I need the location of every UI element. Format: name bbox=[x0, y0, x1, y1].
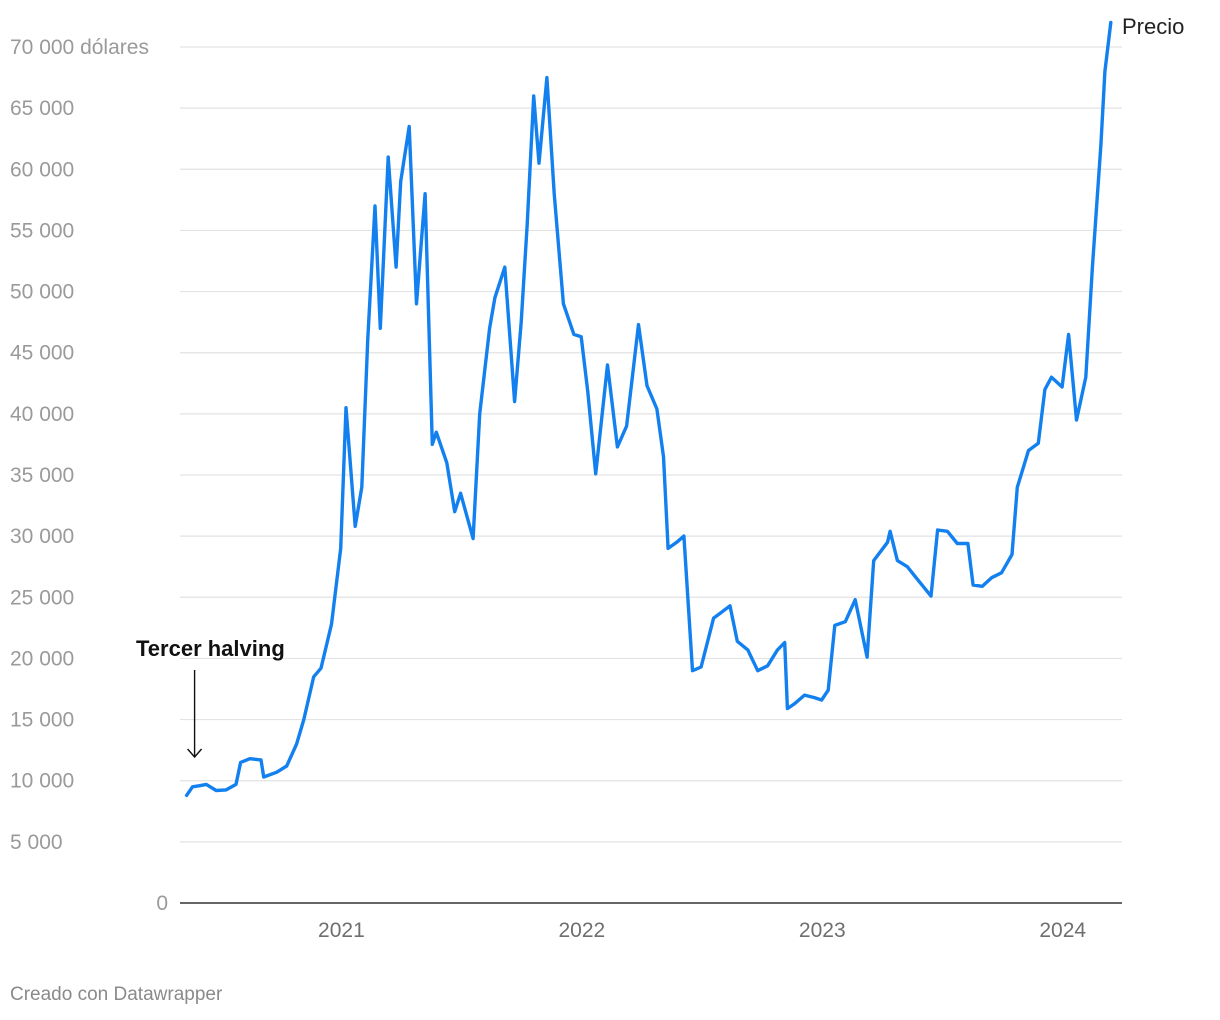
y-tick-label: 30 000 bbox=[10, 525, 74, 548]
x-axis-ticks: 2021 2022 2023 2024 bbox=[318, 919, 1086, 942]
gridlines bbox=[180, 46, 1122, 843]
footer-credit: Creado con Datawrapper bbox=[10, 984, 223, 1005]
y-tick-label: 20 000 bbox=[10, 647, 74, 670]
x-tick-label: 2023 bbox=[799, 919, 846, 942]
y-tick-label: 70 000 dólares bbox=[10, 36, 149, 59]
y-tick-label: 60 000 bbox=[10, 158, 74, 181]
y-tick-label: 15 000 bbox=[10, 709, 74, 732]
annotation-arrow-head bbox=[187, 748, 203, 759]
y-tick-label: 5 000 bbox=[10, 831, 63, 854]
y-tick-label: 50 000 bbox=[10, 281, 74, 304]
y-tick-label: 25 000 bbox=[10, 586, 74, 609]
series-label-precio: Precio bbox=[1122, 14, 1184, 39]
y-axis-ticks: 0 5 000 10 000 15 000 20 000 25 000 30 000 35 0… bbox=[10, 36, 168, 915]
y-tick-label: 40 000 bbox=[10, 403, 74, 426]
annotation-halving: Tercer halving bbox=[136, 636, 285, 759]
series-line-precio bbox=[184, 20, 1113, 798]
y-tick-label: 0 bbox=[156, 892, 168, 915]
y-tick-label: 45 000 bbox=[10, 342, 74, 365]
x-tick-label: 2021 bbox=[318, 919, 365, 942]
x-tick-label: 2024 bbox=[1039, 919, 1086, 942]
y-tick-label: 10 000 bbox=[10, 770, 74, 793]
y-tick-label: 65 000 bbox=[10, 97, 74, 120]
y-tick-label: 55 000 bbox=[10, 219, 74, 242]
x-tick-label: 2022 bbox=[558, 919, 605, 942]
y-tick-label: 35 000 bbox=[10, 464, 74, 487]
annotation-text: Tercer halving bbox=[136, 636, 285, 661]
